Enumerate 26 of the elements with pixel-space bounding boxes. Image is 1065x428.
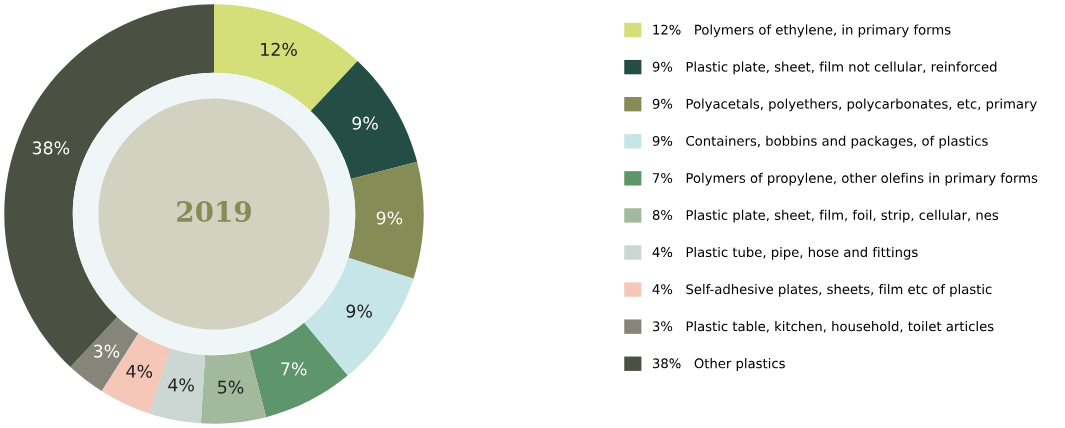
legend-label: 4% Plastic tube, pipe, hose and fittings bbox=[652, 246, 918, 260]
legend-label: 9% Polyacetals, polyethers, polycarbonates, etc, primary bbox=[652, 98, 1037, 112]
legend-label: 38% Other plastics bbox=[652, 358, 785, 371]
data-label: 38% bbox=[32, 141, 70, 155]
donut-slice bbox=[348, 161, 424, 279]
data-label: 9% bbox=[352, 116, 378, 130]
donut-slice bbox=[310, 61, 418, 179]
data-label: 5% bbox=[218, 380, 244, 394]
donut-slice bbox=[200, 350, 267, 424]
legend-label: 9% Plastic plate, sheet, film not cellular, reinforced bbox=[652, 61, 997, 75]
legend-label: 8% Plastic plate, sheet, film, foil, strip, cellular, nes bbox=[652, 209, 999, 223]
donut-slice bbox=[214, 4, 358, 112]
data-label: 9% bbox=[346, 304, 372, 318]
data-label: 7% bbox=[281, 362, 307, 376]
legend-label: 7% Polymers of propylene, other olefins in primary forms bbox=[653, 172, 1038, 186]
data-label: 12% bbox=[261, 42, 297, 56]
text: 2019 bbox=[177, 201, 251, 223]
data-label: 9% bbox=[376, 211, 403, 225]
legend-label: 3% Plastic table, kitchen, household, toilet articles bbox=[652, 321, 994, 333]
data-label: 4% bbox=[168, 378, 194, 392]
data-label: 3% bbox=[94, 344, 120, 358]
legend-label: 12% Polymers of ethylene, in primary forms bbox=[653, 24, 951, 38]
donut-slice bbox=[249, 322, 348, 418]
data-label: 4% bbox=[126, 364, 153, 378]
legend-label: 9% Containers, bobbins and packages, of plastics bbox=[652, 135, 988, 149]
legend-label: 4% Self-adhesive plates, sheets, film etc of plastic bbox=[652, 283, 992, 297]
